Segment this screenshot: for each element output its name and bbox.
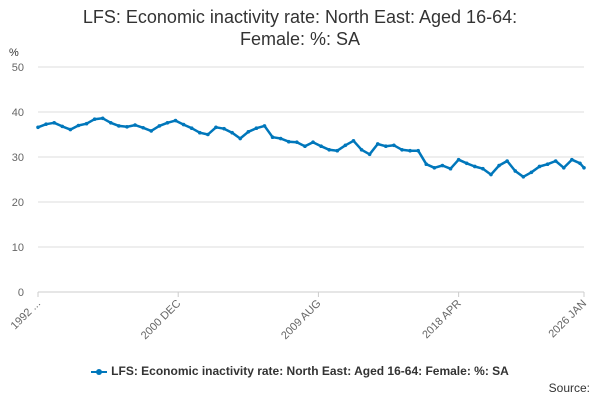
data-point: [230, 130, 234, 135]
x-tick-label: 1992 ...: [9, 298, 43, 332]
data-point: [125, 125, 129, 129]
data-point: [84, 121, 89, 126]
data-point: [278, 136, 283, 141]
data-point: [36, 125, 40, 130]
chart-title-line-2: Female: %: SA: [239, 29, 361, 49]
data-point: [311, 140, 315, 144]
data-point: [165, 121, 170, 125]
data-point: [359, 148, 364, 152]
y-axis-unit-label: %: [9, 47, 19, 59]
y-tick-label: 20: [12, 197, 24, 209]
data-point: [100, 116, 105, 121]
data-point: [133, 123, 137, 127]
data-point: [553, 159, 558, 163]
data-point: [367, 152, 372, 157]
data-point: [295, 140, 299, 144]
data-point: [384, 144, 388, 148]
data-point: [513, 169, 518, 173]
data-point: [408, 148, 412, 153]
data-point: [424, 162, 429, 166]
data-point: [206, 132, 210, 137]
data-point: [481, 166, 485, 171]
data-point: [303, 144, 307, 148]
data-point: [327, 148, 332, 152]
x-tick-label: 2018 APR: [420, 298, 464, 342]
y-tick-label: 10: [12, 242, 24, 254]
y-tick-label: 0: [18, 287, 24, 299]
data-point: [60, 124, 65, 129]
data-point: [286, 139, 291, 144]
data-point: [173, 118, 178, 123]
data-point: [68, 127, 73, 132]
data-point: [246, 130, 251, 134]
data-point: [335, 148, 340, 153]
data-point: [464, 161, 469, 166]
data-point: [416, 148, 420, 153]
data-point: [44, 122, 48, 126]
data-point: [141, 125, 145, 130]
data-point: [578, 161, 582, 166]
chart-legend[interactable]: LFS: Economic inactivity rate: North Eas…: [0, 364, 600, 378]
x-tick-label: 2009 AUG: [279, 298, 323, 342]
data-point: [238, 136, 243, 141]
y-tick-label: 30: [12, 152, 24, 164]
data-point: [400, 148, 404, 152]
data-point: [392, 143, 396, 148]
data-point: [222, 126, 226, 131]
data-point: [529, 170, 534, 175]
data-point: [109, 121, 113, 125]
data-point: [157, 124, 162, 128]
data-point: [189, 126, 194, 130]
data-point: [561, 166, 566, 170]
data-point: [117, 124, 121, 128]
data-point: [254, 126, 259, 130]
data-point: [181, 122, 186, 127]
data-point: [197, 130, 202, 135]
data-point: [262, 124, 267, 128]
data-point: [570, 157, 574, 162]
data-point: [582, 166, 586, 170]
legend-series-label: LFS: Economic inactivity rate: North Eas…: [111, 364, 509, 378]
data-point: [448, 166, 453, 171]
x-tick-label: 2026 JAN: [546, 298, 589, 341]
data-point: [92, 117, 97, 121]
data-point: [76, 123, 81, 128]
data-point: [351, 139, 356, 143]
data-point: [497, 163, 501, 168]
legend-series-marker-icon: [91, 367, 108, 377]
chart-title-line-1: LFS: Economic inactivity rate: North Eas…: [82, 7, 518, 27]
data-point: [52, 121, 56, 125]
data-point: [440, 163, 445, 168]
data-point: [521, 175, 526, 179]
data-point: [545, 162, 550, 166]
data-point: [149, 129, 154, 133]
data-point: [456, 157, 461, 162]
source-label: Source:: [548, 381, 590, 395]
data-point: [537, 164, 542, 169]
data-point: [270, 135, 275, 139]
data-point: [343, 143, 348, 148]
data-point: [505, 159, 509, 163]
data-point: [432, 166, 437, 170]
y-tick-label: 40: [12, 107, 24, 119]
data-point: [375, 142, 380, 146]
data-point: [319, 144, 323, 148]
data-point: [489, 172, 493, 177]
y-tick-label: 50: [12, 62, 24, 74]
chart-title: LFS: Economic inactivity rate: North Eas…: [0, 6, 600, 50]
data-point: [473, 164, 477, 169]
data-point: [214, 125, 218, 130]
x-tick-label: 2000 DEC: [139, 298, 183, 342]
